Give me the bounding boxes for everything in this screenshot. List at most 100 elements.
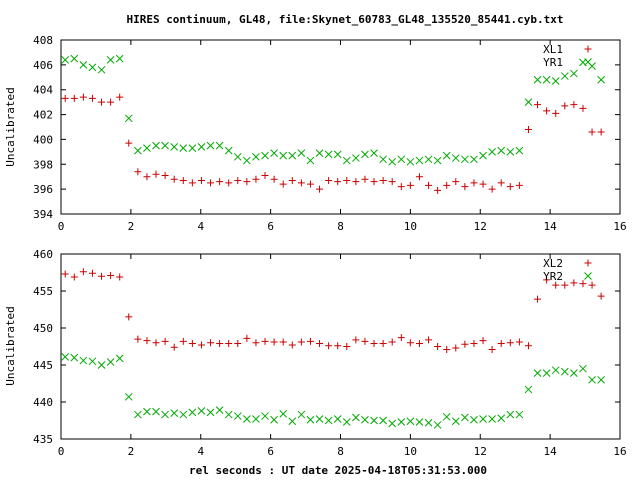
data-point bbox=[161, 410, 169, 419]
data-point bbox=[534, 295, 542, 303]
y-tick-label: 396 bbox=[33, 183, 53, 196]
series-YR2 bbox=[61, 353, 605, 429]
data-point bbox=[506, 339, 514, 347]
data-point bbox=[297, 179, 305, 187]
data-point bbox=[524, 125, 532, 133]
data-point bbox=[270, 175, 278, 183]
data-point bbox=[506, 410, 515, 419]
data-point bbox=[361, 337, 369, 345]
y-tick-label: 398 bbox=[33, 158, 53, 171]
data-point bbox=[179, 176, 187, 184]
data-point bbox=[115, 54, 124, 63]
data-point bbox=[143, 144, 151, 152]
data-point bbox=[543, 107, 551, 115]
plot-frame bbox=[60, 253, 621, 440]
data-point bbox=[434, 186, 442, 194]
data-point bbox=[98, 98, 106, 106]
data-point bbox=[497, 340, 505, 348]
x-tick-label: 10 bbox=[404, 220, 417, 233]
data-point bbox=[325, 176, 333, 184]
data-point bbox=[352, 154, 360, 162]
data-point bbox=[115, 354, 124, 363]
data-point bbox=[161, 337, 169, 345]
chart-title: HIRES continuum, GL48, file:Skynet_60783… bbox=[126, 13, 563, 26]
data-point bbox=[125, 139, 133, 147]
data-point bbox=[552, 281, 560, 289]
data-point bbox=[333, 150, 342, 159]
series-XL1 bbox=[61, 93, 605, 194]
data-point bbox=[270, 338, 278, 346]
data-point bbox=[134, 168, 142, 176]
x-tick-label: 8 bbox=[337, 220, 344, 233]
plot-frame bbox=[60, 39, 621, 215]
x-tick-label: 2 bbox=[128, 220, 135, 233]
data-point bbox=[79, 93, 87, 101]
data-point bbox=[170, 143, 179, 151]
data-point bbox=[306, 415, 315, 424]
x-tick-label: 12 bbox=[474, 220, 487, 233]
legend-marker bbox=[584, 45, 592, 53]
data-point bbox=[397, 334, 405, 342]
data-point bbox=[252, 339, 260, 347]
data-point bbox=[70, 353, 79, 362]
data-point bbox=[225, 179, 233, 187]
data-point bbox=[207, 339, 215, 347]
data-point bbox=[461, 183, 469, 191]
x-tick-label: 14 bbox=[544, 220, 558, 233]
data-point bbox=[279, 338, 287, 346]
data-point bbox=[388, 178, 396, 186]
data-point bbox=[433, 421, 442, 429]
data-point bbox=[252, 175, 260, 183]
legend-marker bbox=[584, 259, 592, 267]
data-point bbox=[216, 340, 224, 348]
y-tick-label: 445 bbox=[33, 359, 53, 372]
data-point bbox=[524, 385, 533, 394]
series-XL2 bbox=[61, 268, 605, 353]
data-point bbox=[79, 268, 87, 276]
data-point bbox=[370, 149, 378, 157]
data-point bbox=[243, 178, 251, 186]
data-point bbox=[261, 171, 269, 179]
data-point bbox=[534, 101, 542, 109]
data-point bbox=[215, 141, 224, 150]
data-point bbox=[206, 141, 215, 150]
data-point bbox=[370, 416, 378, 425]
data-point bbox=[188, 144, 197, 152]
data-point bbox=[243, 156, 251, 165]
data-point bbox=[306, 156, 315, 165]
data-point bbox=[370, 178, 378, 186]
data-point bbox=[515, 146, 524, 155]
x-tick-label: 6 bbox=[267, 220, 274, 233]
data-point bbox=[579, 364, 587, 373]
data-point bbox=[152, 339, 160, 347]
data-point bbox=[88, 94, 96, 102]
data-point bbox=[116, 93, 124, 101]
legend-label: YR1 bbox=[543, 56, 563, 69]
data-point bbox=[597, 292, 605, 300]
data-point bbox=[451, 154, 460, 162]
x-tick-label: 10 bbox=[404, 445, 417, 458]
data-point bbox=[315, 149, 324, 157]
data-point bbox=[143, 337, 151, 345]
data-point bbox=[506, 148, 515, 156]
data-point bbox=[252, 415, 260, 423]
data-point bbox=[61, 94, 69, 102]
data-point bbox=[425, 336, 433, 344]
data-point bbox=[243, 334, 251, 342]
data-point bbox=[597, 375, 605, 384]
data-point bbox=[170, 343, 178, 351]
data-point bbox=[560, 72, 569, 80]
data-point bbox=[342, 418, 351, 426]
x-tick-label: 0 bbox=[58, 445, 65, 458]
data-point bbox=[352, 413, 360, 422]
data-point bbox=[479, 151, 487, 160]
y-tick-label: 394 bbox=[33, 208, 53, 221]
data-point bbox=[188, 340, 196, 348]
data-point bbox=[252, 152, 260, 161]
y-tick-label: 402 bbox=[33, 109, 53, 122]
data-point bbox=[161, 141, 169, 150]
data-point bbox=[497, 146, 506, 155]
data-point bbox=[179, 410, 188, 419]
data-point bbox=[325, 342, 333, 350]
